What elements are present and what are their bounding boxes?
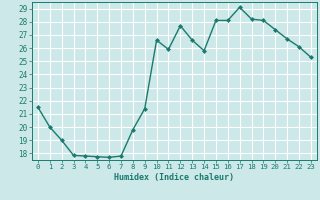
X-axis label: Humidex (Indice chaleur): Humidex (Indice chaleur): [115, 173, 234, 182]
